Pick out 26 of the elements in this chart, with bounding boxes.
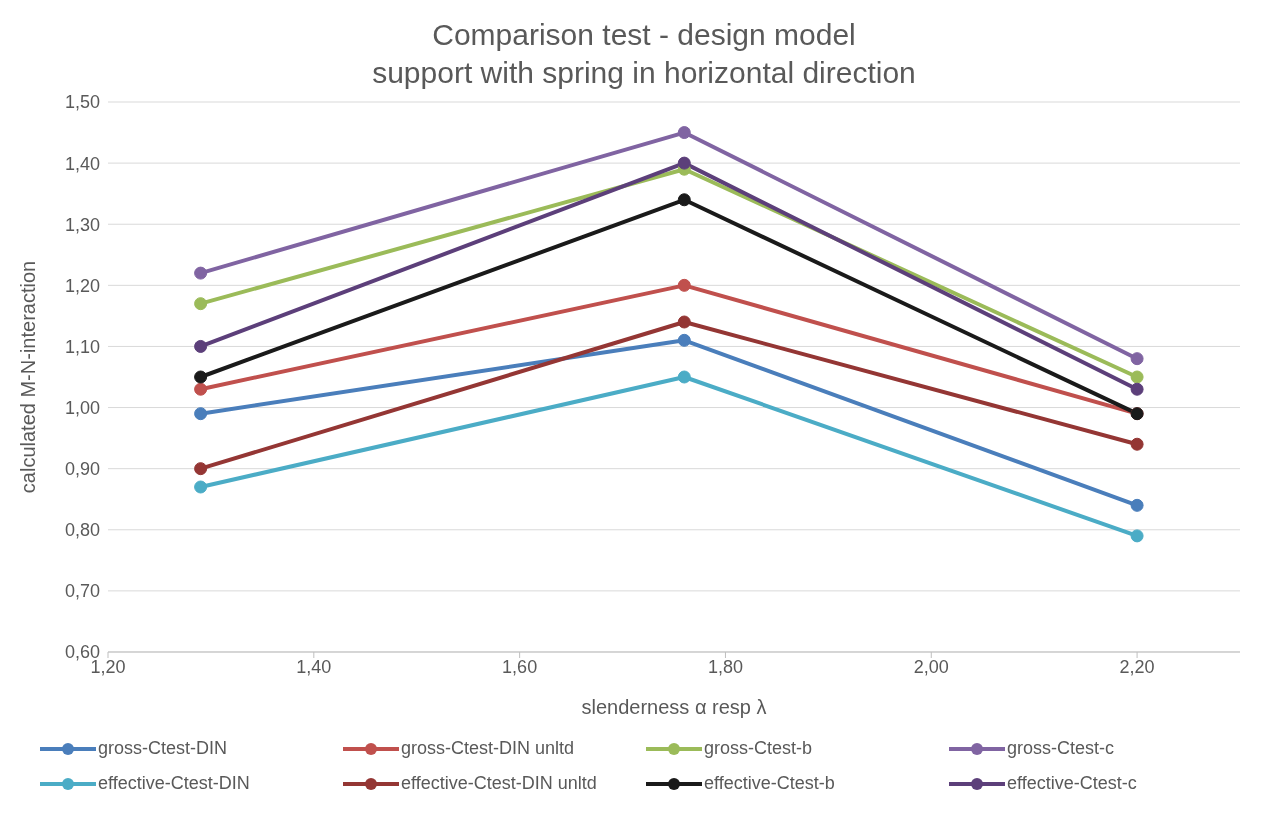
y-tick-label: 1,20 [64,275,100,296]
legend-label: gross-Ctest-DIN [98,738,228,759]
x-axis-title: slenderness α resp λ [581,696,767,718]
x-tick-label: 1,60 [502,656,538,677]
chart-subtitle: support with spring in horizontal direction [371,55,917,91]
legend-label: effective-Ctest-c [1007,773,1137,794]
legend-label: gross-Ctest-b [704,738,813,759]
y-tick-label: 1,10 [64,336,100,357]
legend-label: gross-Ctest-c [1007,738,1115,759]
legend-label: effective-Ctest-DIN [98,773,250,794]
chart-title: Comparison test - design model [431,17,857,53]
y-axis-title: calculated M-N-interaction [17,260,40,494]
y-tick-label: 1,00 [64,397,100,418]
x-tick-label: 1,40 [296,656,332,677]
y-tick-label: 0,90 [64,459,100,480]
y-tick-label: 1,30 [64,214,100,235]
x-tick-label: 1,80 [707,656,743,677]
y-tick-label: 1,40 [64,153,100,174]
x-tick-label: 2,20 [1119,656,1155,677]
legend-label: effective-Ctest-b [704,773,835,794]
y-tick-label: 0,80 [64,520,100,541]
x-tick-label: 2,00 [913,656,949,677]
y-tick-label: 1,50 [64,92,100,113]
legend-label: effective-Ctest-DIN unltd [401,773,597,794]
legend-label: gross-Ctest-DIN unltd [401,738,575,759]
y-tick-label: 0,70 [64,581,100,602]
